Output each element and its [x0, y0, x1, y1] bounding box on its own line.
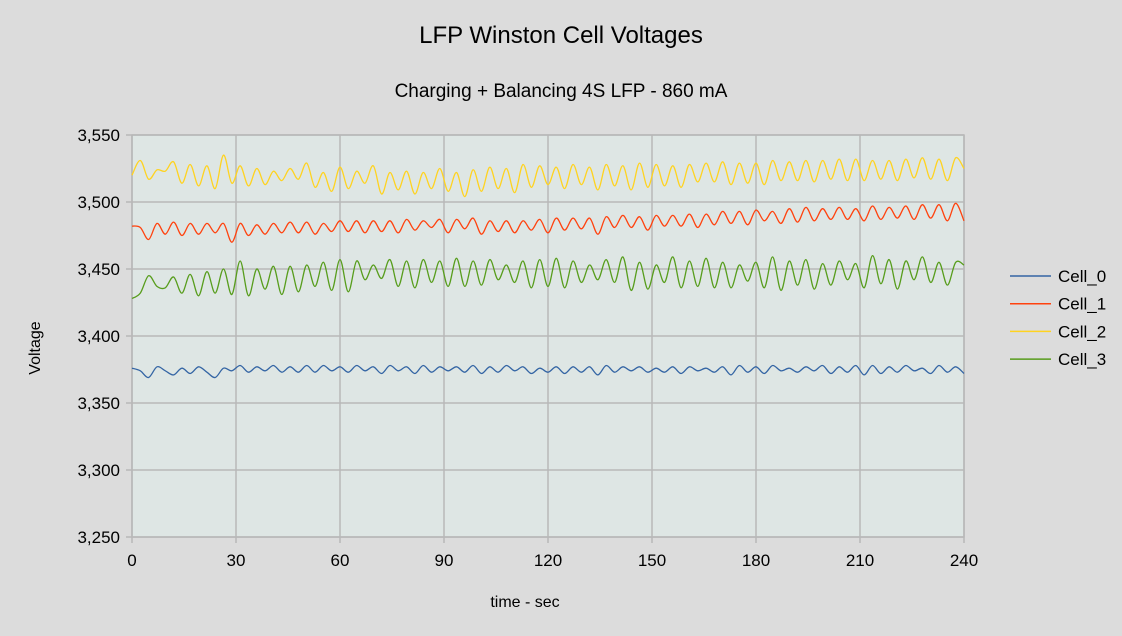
- x-tick-label: 0: [127, 551, 136, 570]
- series-line-cell-0: [131, 364, 965, 379]
- y-tick-label: 3,400: [77, 327, 120, 346]
- x-tick-label: 210: [846, 551, 874, 570]
- y-tick-label: 3,350: [77, 394, 120, 413]
- chart-subtitle: Charging + Balancing 4S LFP - 860 mA: [394, 81, 728, 102]
- x-tick-label: 30: [227, 551, 246, 570]
- plot-border: [131, 134, 965, 538]
- chart-title: LFP Winston Cell Voltages: [419, 22, 703, 49]
- x-tick-label: 60: [331, 551, 350, 570]
- y-axis-label: Voltage: [27, 321, 44, 374]
- legend: Cell_0 Cell_1 Cell_2 Cell_3: [1010, 267, 1106, 369]
- y-tick-label: 3,300: [77, 461, 120, 480]
- y-tick-label: 3,550: [77, 126, 120, 145]
- legend-label: Cell_0: [1058, 267, 1106, 286]
- legend-label: Cell_3: [1058, 350, 1106, 369]
- x-tick-label: 150: [638, 551, 666, 570]
- y-tick-label: 3,450: [77, 260, 120, 279]
- y-tick-label: 3,500: [77, 193, 120, 212]
- x-tick-label: 240: [950, 551, 978, 570]
- legend-label: Cell_1: [1058, 295, 1106, 314]
- series-line-cell-2: [131, 154, 965, 198]
- x-axis-label: time - sec: [490, 594, 559, 611]
- x-tick-label: 90: [435, 551, 454, 570]
- x-tick-label: 120: [534, 551, 562, 570]
- legend-label: Cell_2: [1058, 322, 1106, 341]
- series-line-cell-3: [131, 254, 965, 300]
- x-tick-label: 180: [742, 551, 770, 570]
- y-tick-label: 3,250: [77, 528, 120, 547]
- series-line-cell-1: [131, 202, 965, 243]
